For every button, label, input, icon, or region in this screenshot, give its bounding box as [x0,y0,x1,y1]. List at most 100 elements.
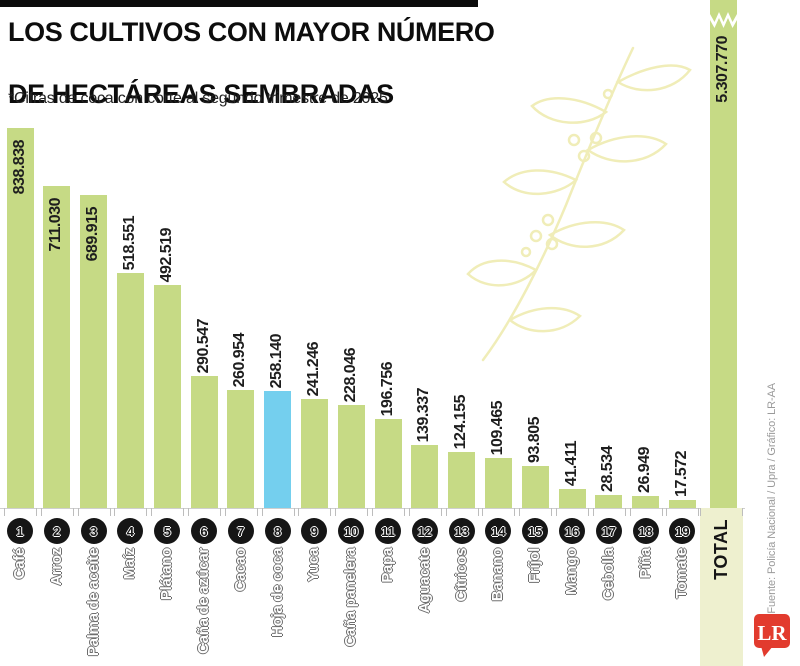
rank-circle: 19 [669,518,696,544]
category-label: Hoja de coca [268,548,286,637]
total-bar [710,0,737,508]
svg-text:LR: LR [757,621,787,645]
bar-value-label: 689.915 [84,207,102,262]
bar-value-label: 109.465 [488,400,506,455]
category-label: Caña panelera [342,548,360,647]
category-label: Mango [563,548,580,595]
axis-tick [519,508,521,516]
rank-circle: 12 [411,518,438,544]
bar-value-label: 711.030 [47,198,65,252]
rank-circle: 13 [448,518,475,544]
category-label: Banano [489,548,507,602]
axis-tick [592,508,594,516]
bar-value-label: 241.246 [304,341,322,396]
rank-circle: 9 [301,518,328,544]
axis-tick [404,508,405,516]
bar-11 [374,419,402,508]
category-label: Aguacate [415,548,433,614]
bar-value-label: 28.534 [599,446,617,492]
title-line2: DE HECTÁREAS SEMBRADAS [8,79,394,109]
rank-circle: 2 [43,518,70,544]
bar-8 [264,391,292,508]
bar-1 [6,128,34,508]
bar-2 [43,186,71,508]
total-column-band [700,508,743,666]
title-line1: LOS CULTIVOS CON MAYOR NÚMERO [8,17,495,47]
axis-tick [445,508,447,516]
category-label: Yuca [305,548,323,582]
rank-circle: 11 [375,518,401,544]
bar-6 [190,376,218,508]
axis-tick [700,508,701,516]
bar-value-label: 26.949 [636,447,654,493]
bar-3 [80,195,108,508]
bar-7 [227,390,255,508]
rank-circle: 5 [154,518,181,544]
axis-tick [183,508,185,516]
axis-tick [514,508,516,516]
axis-tick [556,508,557,516]
bar-18 [632,496,660,508]
axis-tick [588,508,589,516]
bar-15 [521,466,549,508]
total-label: TOTAL [711,519,731,580]
bar-value-label: 139.337 [415,387,433,442]
bar-12 [411,445,439,508]
axis-tick [624,508,626,516]
page-title: LOS CULTIVOS CON MAYOR NÚMERO DE HECTÁRE… [8,17,495,110]
bar-value-label: 258.140 [268,333,286,388]
axis-break-icon [710,12,737,28]
axis-tick [40,508,42,516]
bar-9 [300,399,328,508]
axis-tick [72,508,74,516]
category-label: Café [11,548,28,580]
axis-tick [109,508,111,516]
category-label: Palma de aceite [84,548,102,657]
axis-tick [698,508,700,516]
axis-tick [256,508,258,516]
axis-tick [4,508,5,516]
bar-value-label: 41.411 [562,440,580,486]
rank-circle: 3 [80,518,107,544]
axis-tick [261,508,263,516]
rank-circle: 16 [559,518,585,544]
bar-10 [337,405,365,508]
axis-tick [114,508,116,516]
bar-13 [448,452,476,508]
bar-5 [153,285,181,508]
axis-tick [151,508,153,516]
rank-circle: 7 [227,518,254,544]
bar-value-label: 838.838 [10,140,28,195]
bar-value-label: 260.954 [231,332,249,387]
lr-logo-icon: LR [754,614,790,657]
axis-tick [220,508,221,516]
rank-circle: 4 [117,518,144,544]
axis-tick [742,508,743,516]
rank-circle: 6 [191,518,217,544]
category-label: Tomate [673,548,691,599]
axis-tick [408,508,410,516]
bar-value-label: 518.551 [120,215,138,270]
axis-tick [372,508,373,516]
axis-tick [661,508,663,516]
axis-tick [224,508,226,516]
bar-value-label: 124.155 [452,394,470,449]
category-label: Cítricos [452,548,470,602]
bar-value-label: 290.547 [194,318,212,373]
coffee-branch-watermark [466,46,692,362]
top-rule [0,0,478,7]
category-label: Piña [636,548,654,579]
bar-value-label: 93.805 [525,417,543,463]
category-label: Papa [379,548,396,583]
bar-16 [558,489,586,508]
axis-tick [36,508,37,516]
category-label: Caña de azúcar [195,548,212,654]
rank-circle: 8 [264,518,291,544]
axis-tick [188,508,189,516]
rank-circle: 1 [7,518,33,544]
rank-circle: 10 [338,518,365,544]
axis-tick [551,508,553,516]
axis-tick [482,508,484,516]
